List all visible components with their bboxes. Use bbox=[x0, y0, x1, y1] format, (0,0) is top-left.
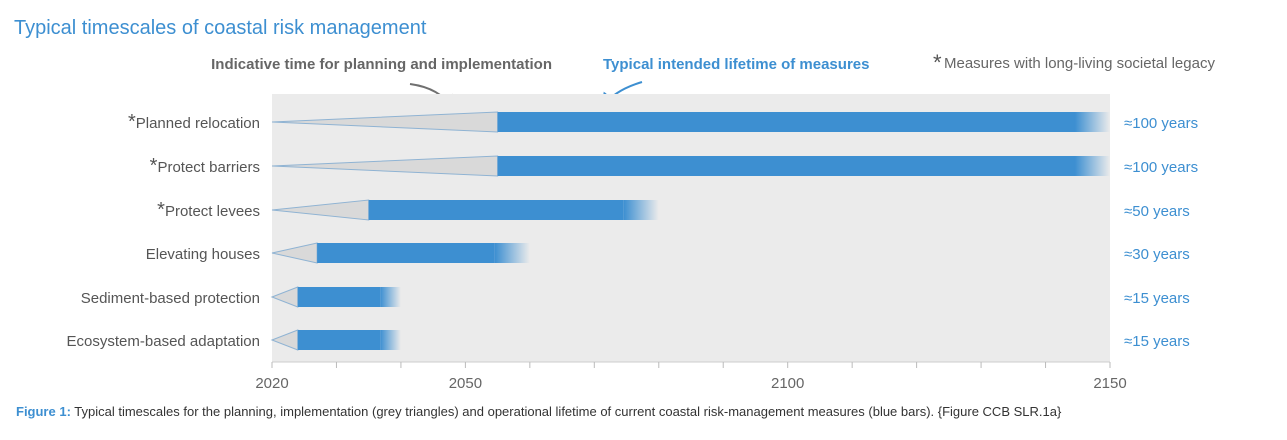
x-tick-label: 2100 bbox=[771, 375, 804, 392]
row-label: *Planned relocation bbox=[128, 111, 260, 133]
row-label-text: Elevating houses bbox=[146, 246, 260, 263]
row-label: *Protect barriers bbox=[150, 155, 260, 177]
row-label-text: Planned relocation bbox=[136, 115, 260, 132]
lifetime-bar bbox=[297, 330, 381, 350]
caption-text: Typical timescales for the planning, imp… bbox=[71, 404, 1062, 419]
legacy-annotation: Measures with long-living societal legac… bbox=[944, 55, 1215, 72]
lifetime-bar-fade bbox=[1075, 156, 1110, 176]
x-tick-label: 2050 bbox=[449, 375, 482, 392]
lifetime-bar-fade bbox=[380, 330, 401, 350]
lifetime-bar-fade bbox=[494, 243, 530, 263]
x-axis: 2020 2050 2100 2150 bbox=[255, 361, 1127, 392]
row-label: Ecosystem-based adaptation bbox=[67, 333, 260, 350]
lifetime-bar-fade bbox=[380, 287, 401, 307]
legacy-star: * bbox=[933, 50, 942, 75]
row-label-text: Sediment-based protection bbox=[81, 290, 260, 307]
lifetime-bar bbox=[497, 112, 1076, 132]
caption: Figure 1: Typical timescales for the pla… bbox=[16, 404, 1062, 419]
row: *Planned relocation ≈100 years bbox=[128, 111, 1198, 133]
x-tick-label: 2150 bbox=[1093, 375, 1126, 392]
lifetime-bar-fade bbox=[623, 200, 659, 220]
row: Sediment-based protection ≈15 years bbox=[81, 286, 1190, 308]
row: *Protect levees ≈50 years bbox=[157, 199, 1190, 221]
duration-label: ≈15 years bbox=[1124, 333, 1190, 350]
lifetime-bar bbox=[497, 156, 1076, 176]
duration-label: ≈50 years bbox=[1124, 203, 1190, 220]
row-label: Elevating houses bbox=[146, 246, 260, 263]
duration-label: ≈100 years bbox=[1124, 115, 1198, 132]
plot-background bbox=[272, 94, 1110, 362]
duration-label: ≈100 years bbox=[1124, 159, 1198, 176]
row: *Protect barriers ≈100 years bbox=[150, 155, 1198, 177]
row-label: *Protect levees bbox=[157, 199, 260, 221]
chart-title: Typical timescales of coastal risk manag… bbox=[14, 17, 427, 39]
row: Ecosystem-based adaptation ≈15 years bbox=[67, 329, 1190, 351]
row-label-text: Protect barriers bbox=[157, 159, 260, 176]
legacy-star-marker: * bbox=[128, 111, 136, 133]
row-label: Sediment-based protection bbox=[81, 290, 260, 307]
planning-annotation: Indicative time for planning and impleme… bbox=[211, 56, 552, 73]
caption-prefix: Figure 1: bbox=[16, 404, 71, 419]
row-label-text: Protect levees bbox=[165, 203, 260, 220]
legacy-star-marker: * bbox=[157, 199, 165, 221]
lifetime-bar bbox=[317, 243, 495, 263]
legacy-star-marker: * bbox=[150, 155, 158, 177]
rows: *Planned relocation ≈100 years*Protect ba… bbox=[67, 111, 1198, 351]
lifetime-bar bbox=[368, 200, 624, 220]
lifetime-bar bbox=[297, 287, 381, 307]
x-tick-label: 2020 bbox=[255, 375, 288, 392]
lifetime-annotation: Typical intended lifetime of measures bbox=[603, 56, 869, 73]
duration-label: ≈30 years bbox=[1124, 246, 1190, 263]
lifetime-bar-fade bbox=[1075, 112, 1110, 132]
row: Elevating houses ≈30 years bbox=[146, 242, 1190, 264]
row-label-text: Ecosystem-based adaptation bbox=[67, 333, 260, 350]
duration-label: ≈15 years bbox=[1124, 290, 1190, 307]
